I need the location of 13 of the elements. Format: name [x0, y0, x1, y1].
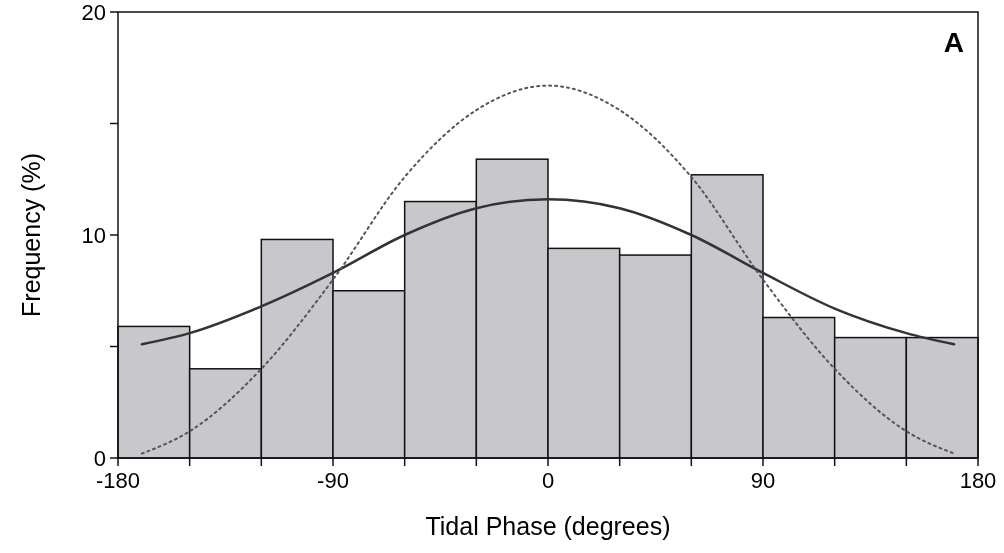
- y-axis-title: Frequency (%): [17, 153, 45, 317]
- line-series: [140, 84, 956, 455]
- x-tick-label: 180: [959, 468, 997, 493]
- y-tick-label: 20: [81, 0, 106, 25]
- x-tick-label: 0: [541, 468, 555, 493]
- line-series: [140, 198, 956, 346]
- y-tick-label: 0: [93, 445, 106, 471]
- x-tick-label: -180: [95, 468, 141, 493]
- annotation: A: [943, 27, 964, 58]
- x-tick-label: -90: [317, 468, 349, 493]
- x-tick-label: 90: [750, 468, 776, 493]
- y-tick-label: 10: [81, 222, 106, 248]
- x-axis-title: Tidal Phase (degrees): [425, 512, 671, 540]
